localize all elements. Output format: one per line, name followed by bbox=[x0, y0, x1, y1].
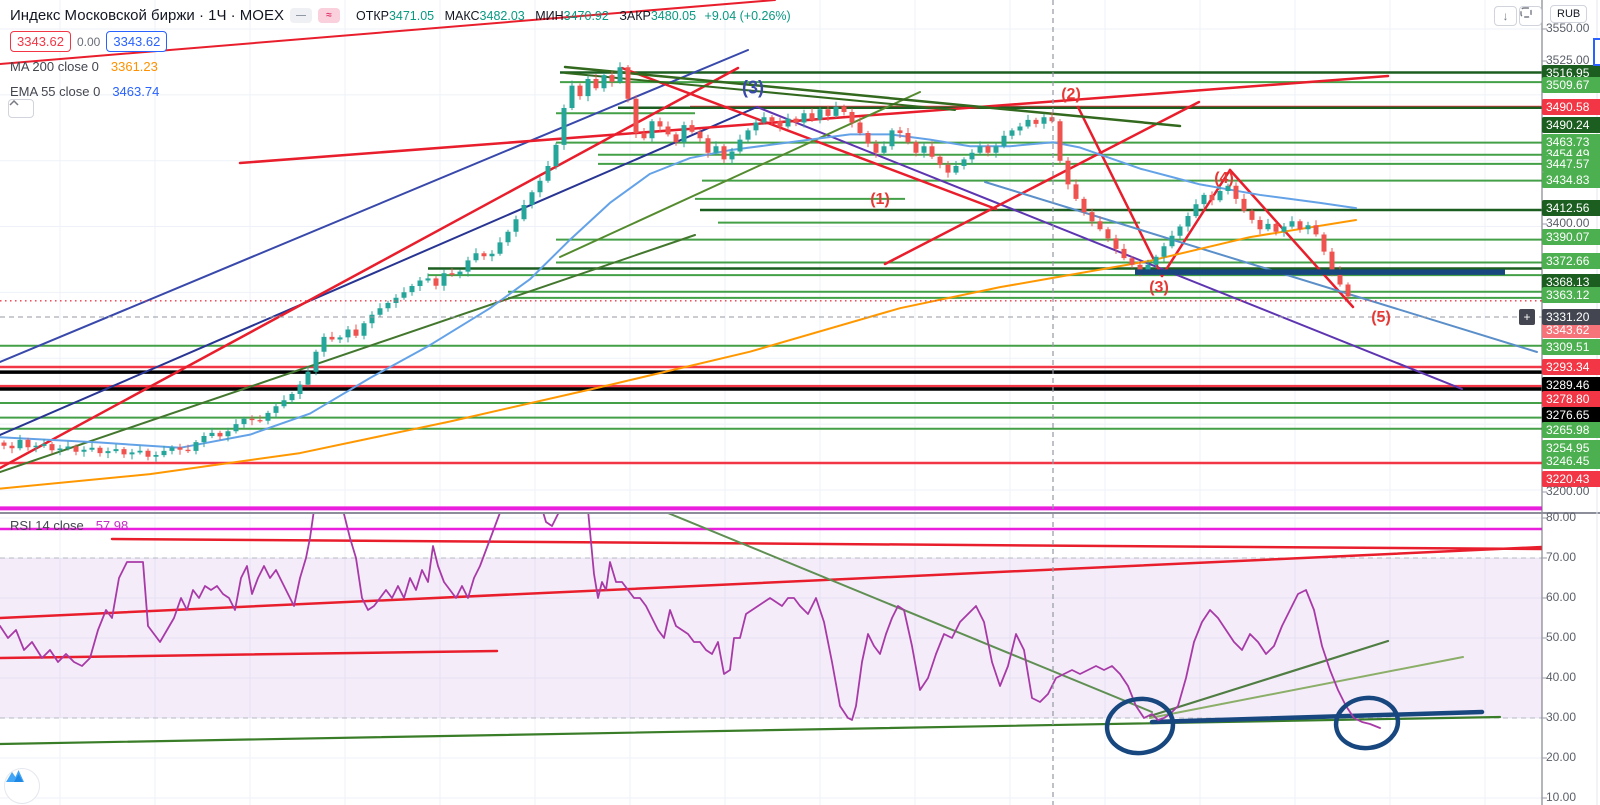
reset-frame-icon bbox=[1520, 7, 1532, 18]
open-value: 3471.05 bbox=[388, 8, 435, 23]
currency-button[interactable]: RUB bbox=[1550, 5, 1588, 23]
high-value: 3482.03 bbox=[479, 8, 525, 23]
minus-icon[interactable]: — bbox=[289, 8, 312, 23]
mountains-logo-icon bbox=[6, 770, 24, 782]
price-axis-chip: 3343.62 bbox=[1542, 322, 1600, 338]
price-axis-chip: 3278.80 bbox=[1542, 391, 1600, 407]
clipped-edge-widget bbox=[1593, 38, 1600, 66]
ma-legend[interactable]: MA 200 close 0 3361.23 bbox=[10, 59, 158, 74]
ema-label: EMA 55 close 0 bbox=[10, 84, 101, 99]
symbol-title[interactable]: Индекс Московской биржи · 1Ч · MOEX bbox=[10, 7, 284, 24]
axis-tick-label: 50.00 bbox=[1546, 630, 1577, 644]
currency-label: RUB bbox=[1557, 8, 1581, 20]
rsi-legend[interactable]: RSI 14 close 57.98 bbox=[10, 518, 128, 533]
wave-label[interactable]: (1) bbox=[870, 191, 890, 208]
wave-icon[interactable]: ≈ bbox=[317, 8, 340, 23]
ema-value: 3463.74 bbox=[112, 84, 160, 99]
price-axis-chip: 3509.67 bbox=[1542, 77, 1600, 93]
hand-drawn-circle[interactable] bbox=[1333, 694, 1401, 751]
wave-label[interactable]: (3) bbox=[742, 77, 764, 98]
price-axis-chip: 3447.57 bbox=[1542, 156, 1600, 172]
ohlc-values: ОТКР3471.05 МАКС3482.03 МИН3470.92 ЗАКР3… bbox=[356, 9, 791, 23]
close-value: 3480.05 bbox=[650, 8, 697, 23]
price-axis-chip: 3246.45 bbox=[1542, 453, 1600, 469]
rsi-value: 57.98 bbox=[95, 518, 129, 533]
collapse-legend-button[interactable] bbox=[8, 99, 34, 118]
price-axis-chip: 3368.13 bbox=[1542, 274, 1600, 290]
axis-tick-label: 3550.00 bbox=[1546, 21, 1590, 35]
price-axis-chip: 3390.07 bbox=[1542, 229, 1600, 245]
ema-legend[interactable]: EMA 55 close 0 3463.74 bbox=[10, 84, 159, 99]
axis-tick-label: 60.00 bbox=[1546, 590, 1577, 604]
tradingview-logo-button[interactable] bbox=[4, 768, 40, 804]
axis-tick-label: 80.00 bbox=[1546, 510, 1577, 524]
wave-label[interactable]: (2) bbox=[1061, 86, 1081, 103]
high-label: МАКС bbox=[444, 8, 480, 23]
price-axis-chip: 3220.43 bbox=[1542, 471, 1600, 487]
hand-drawn-circle[interactable] bbox=[1104, 695, 1176, 757]
price-axis-chip: 3490.58 bbox=[1542, 99, 1600, 115]
axis-tick-label: 70.00 bbox=[1546, 550, 1577, 564]
price-axis-chip: 3331.20 bbox=[1542, 309, 1600, 325]
price-axis-chip: 3276.65 bbox=[1542, 407, 1600, 423]
axis-tick-label: 3200.00 bbox=[1546, 484, 1590, 498]
scroll-to-recent-button[interactable]: ↓ bbox=[1494, 6, 1517, 26]
bid-price-chip[interactable]: 3343.62 bbox=[10, 31, 71, 52]
price-axis-chip: 3372.66 bbox=[1542, 253, 1600, 269]
axis-tick-label: 40.00 bbox=[1546, 670, 1577, 684]
ma-value: 3361.23 bbox=[110, 59, 158, 74]
rsi-label: RSI 14 close bbox=[10, 518, 84, 533]
chevron-up-icon bbox=[9, 100, 19, 106]
wave-label[interactable]: (5) bbox=[1371, 309, 1391, 326]
arrow-down-icon: ↓ bbox=[1502, 9, 1509, 23]
low-value: 3470.92 bbox=[563, 8, 609, 23]
wave-label[interactable]: (4) bbox=[1214, 170, 1234, 187]
rsi-pane[interactable] bbox=[0, 494, 1542, 757]
axis-tick-label: 3525.00 bbox=[1546, 53, 1590, 67]
price-axis-chip: 3412.56 bbox=[1542, 200, 1600, 216]
change-value: +9.04 (+0.26%) bbox=[704, 8, 791, 23]
price-axis-chip: 3265.98 bbox=[1542, 422, 1600, 438]
price-axis-chip: 3434.83 bbox=[1542, 172, 1600, 188]
axis-tick-label: 10.00 bbox=[1546, 790, 1577, 804]
price-axis-chip: 3289.46 bbox=[1542, 377, 1600, 393]
spread-value: 0.00 bbox=[77, 34, 101, 49]
price-pane[interactable] bbox=[0, 0, 1542, 511]
open-label: ОТКР bbox=[355, 8, 389, 23]
ma-label: MA 200 close 0 bbox=[10, 59, 99, 74]
ask-price-chip[interactable]: 3343.62 bbox=[106, 31, 168, 52]
low-label: МИН bbox=[535, 8, 564, 23]
price-axis-chip: 3309.51 bbox=[1542, 339, 1600, 355]
price-chip-row: 3343.62 0.00 3343.62 bbox=[10, 31, 168, 52]
price-axis-chip: 3490.24 bbox=[1542, 117, 1600, 133]
axis-tick-label: 3400.00 bbox=[1546, 216, 1590, 230]
wave-label[interactable]: (3) bbox=[1149, 279, 1169, 296]
axis-tick-label: 20.00 bbox=[1546, 750, 1577, 764]
price-axis-chip: 3293.34 bbox=[1542, 359, 1600, 375]
reset-scale-button[interactable] bbox=[1519, 6, 1542, 26]
crosshair-plus-icon[interactable]: + bbox=[1519, 309, 1535, 325]
axis-tick-label: 30.00 bbox=[1546, 710, 1577, 724]
symbol-legend: Индекс Московской биржи · 1Ч · MOEX — ≈ … bbox=[10, 7, 791, 24]
price-axis-chip: 3363.12 bbox=[1542, 287, 1600, 303]
price-axis-chip: 3254.95 bbox=[1542, 440, 1600, 456]
close-label: ЗАКР bbox=[619, 8, 651, 23]
